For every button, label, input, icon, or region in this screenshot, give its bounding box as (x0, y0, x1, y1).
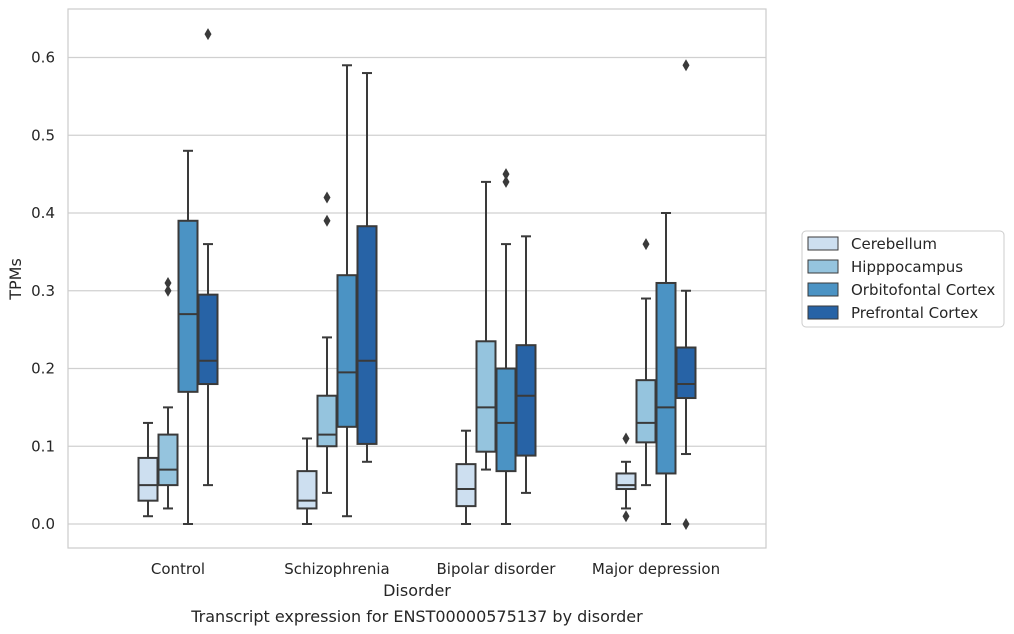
box-group (635, 238, 657, 487)
plot-frame (67, 8, 767, 549)
box (455, 463, 477, 508)
box-group (157, 276, 179, 510)
box (137, 456, 159, 502)
box-group (137, 421, 159, 518)
legend-label: Prefrontal Cortex (851, 304, 978, 322)
legend-swatch (807, 282, 839, 297)
box-group (177, 149, 199, 525)
legend: Cerebellum Hipppocampus Orbitofontal Corte… (801, 230, 1005, 328)
box-group (316, 191, 338, 494)
legend-swatch (807, 259, 839, 274)
legend-label: Orbitofontal Cortex (851, 281, 995, 299)
outlier-point (164, 284, 172, 297)
y-axis-label: TPMs (6, 258, 25, 301)
box-group (675, 59, 697, 530)
y-tick-label: 0.6 (31, 49, 55, 67)
y-tick-label: 0.4 (31, 204, 55, 222)
legend-frame (801, 230, 1005, 328)
box-plot-area (137, 28, 697, 530)
y-axis-ticks: 0.0 0.1 0.2 0.3 0.4 0.5 0.6 (31, 49, 55, 534)
outlier-point (204, 28, 212, 41)
outlier-point (164, 276, 172, 289)
legend-label: Cerebellum (851, 235, 937, 253)
box (675, 346, 697, 400)
outlier-point (622, 432, 630, 445)
legend-swatch (807, 305, 839, 320)
y-tick-label: 0.0 (31, 515, 55, 533)
box (655, 281, 677, 475)
x-axis-ticks: Control Schizophrenia Bipolar disorder Majo… (151, 560, 720, 578)
outlier-point (502, 175, 510, 188)
chart-caption: Transcript expression for ENST0000057513… (190, 607, 643, 626)
box (177, 219, 199, 393)
outlier-point (323, 214, 331, 227)
outlier-point (682, 518, 690, 530)
box-group (515, 235, 537, 494)
y-tick-label: 0.5 (31, 126, 55, 144)
box (197, 293, 219, 386)
box-group (336, 64, 358, 518)
outlier-point (682, 59, 690, 72)
outlier-point (622, 510, 630, 523)
box-group (356, 72, 378, 463)
x-tick-label: Control (151, 560, 205, 578)
outlier-point (642, 238, 650, 251)
box-group (655, 212, 677, 525)
y-tick-label: 0.2 (31, 360, 55, 378)
outlier-point (502, 168, 510, 181)
box (475, 340, 497, 453)
box (615, 472, 637, 491)
x-tick-label: Schizophrenia (284, 560, 389, 578)
legend-swatch (807, 236, 839, 251)
outlier-point (323, 191, 331, 204)
box-group (615, 432, 637, 523)
x-tick-label: Major depression (592, 560, 720, 578)
box-group (197, 28, 219, 487)
box-group (475, 180, 497, 471)
y-tick-label: 0.1 (31, 437, 55, 455)
box (296, 470, 318, 510)
box (635, 379, 657, 444)
x-axis-label: Disorder (383, 581, 451, 600)
x-tick-label: Bipolar disorder (437, 560, 557, 578)
y-tick-label: 0.3 (31, 282, 55, 300)
box (336, 274, 358, 428)
box (157, 433, 179, 487)
box-group (495, 168, 517, 525)
legend-label: Hipppocampus (851, 258, 963, 276)
box (515, 344, 537, 457)
box-group (296, 437, 318, 525)
box (495, 367, 517, 473)
box (356, 225, 378, 445)
box-group (455, 429, 477, 525)
box (316, 394, 338, 448)
